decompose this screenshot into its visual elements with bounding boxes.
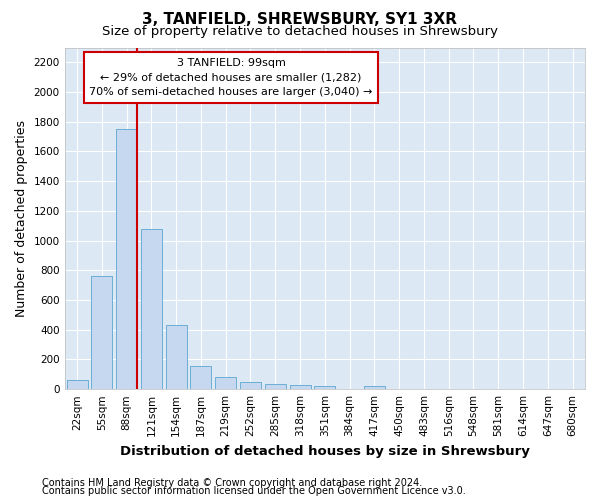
Bar [364, 386, 385, 389]
Text: Size of property relative to detached houses in Shrewsbury: Size of property relative to detached ho… [102, 25, 498, 38]
Text: 3 TANFIELD: 99sqm
← 29% of detached houses are smaller (1,282)
70% of semi-detac: 3 TANFIELD: 99sqm ← 29% of detached hous… [89, 58, 373, 98]
Bar [141, 230, 162, 389]
Y-axis label: Number of detached properties: Number of detached properties [15, 120, 28, 317]
Bar [116, 129, 137, 389]
Text: Contains HM Land Registry data © Crown copyright and database right 2024.: Contains HM Land Registry data © Crown c… [42, 478, 422, 488]
Bar [265, 384, 286, 389]
Text: Contains public sector information licensed under the Open Government Licence v3: Contains public sector information licen… [42, 486, 466, 496]
Bar [215, 376, 236, 389]
Bar [190, 366, 211, 389]
Bar [67, 380, 88, 389]
Bar [314, 386, 335, 389]
Bar [290, 386, 311, 389]
X-axis label: Distribution of detached houses by size in Shrewsbury: Distribution of detached houses by size … [120, 444, 530, 458]
Bar [240, 382, 261, 389]
Bar [91, 276, 112, 389]
Text: 3, TANFIELD, SHREWSBURY, SY1 3XR: 3, TANFIELD, SHREWSBURY, SY1 3XR [143, 12, 458, 28]
Bar [166, 326, 187, 389]
